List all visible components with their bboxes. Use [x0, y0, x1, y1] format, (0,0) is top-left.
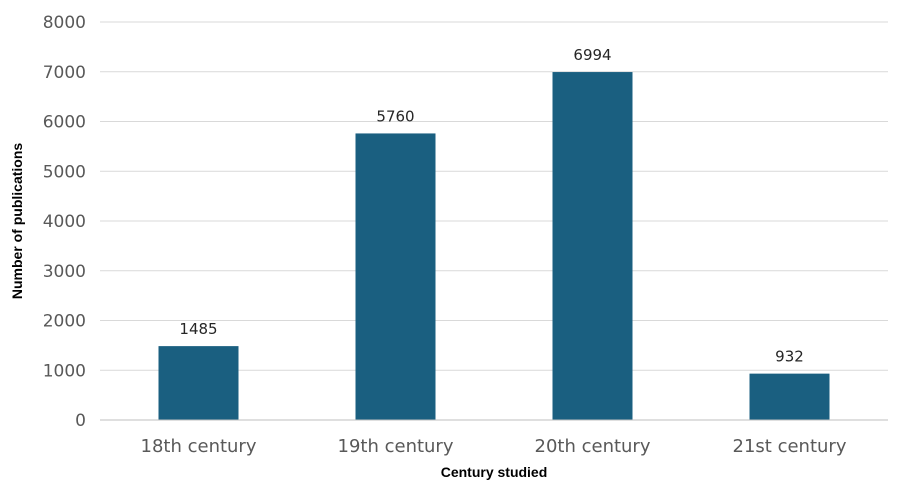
- bar: [355, 133, 436, 420]
- data-label: 6994: [573, 46, 611, 64]
- bar: [552, 72, 633, 421]
- x-axis-title: Century studied: [441, 464, 548, 480]
- x-tick-label: 19th century: [338, 436, 454, 457]
- x-tick-label: 18th century: [141, 436, 257, 457]
- data-label: 5760: [376, 107, 414, 125]
- y-tick-label: 1000: [43, 361, 86, 381]
- bar: [749, 373, 830, 420]
- x-tick-label: 20th century: [535, 436, 651, 457]
- y-axis-title: Number of publications: [9, 143, 25, 300]
- x-tick-label: 21st century: [733, 436, 847, 457]
- bar: [158, 346, 239, 420]
- bars: [158, 72, 830, 421]
- y-tick-label: 7000: [43, 63, 86, 83]
- data-label: 1485: [179, 320, 217, 338]
- y-tick-label: 5000: [43, 162, 86, 182]
- y-tick-label: 0: [75, 411, 86, 431]
- y-tick-label: 4000: [43, 212, 86, 232]
- y-tick-label: 8000: [43, 13, 86, 33]
- y-tick-label: 3000: [43, 262, 86, 282]
- gridlines: [100, 21, 888, 371]
- data-labels: 1485 5760 6994 932: [179, 46, 803, 366]
- data-label: 932: [775, 348, 804, 366]
- y-axis-ticks: 0 1000 2000 3000 4000 5000 6000 7000 8000: [43, 13, 86, 431]
- y-tick-label: 2000: [43, 312, 86, 332]
- x-axis-ticks: 18th century 19th century 20th century 21st…: [141, 436, 847, 457]
- y-tick-label: 6000: [43, 113, 86, 133]
